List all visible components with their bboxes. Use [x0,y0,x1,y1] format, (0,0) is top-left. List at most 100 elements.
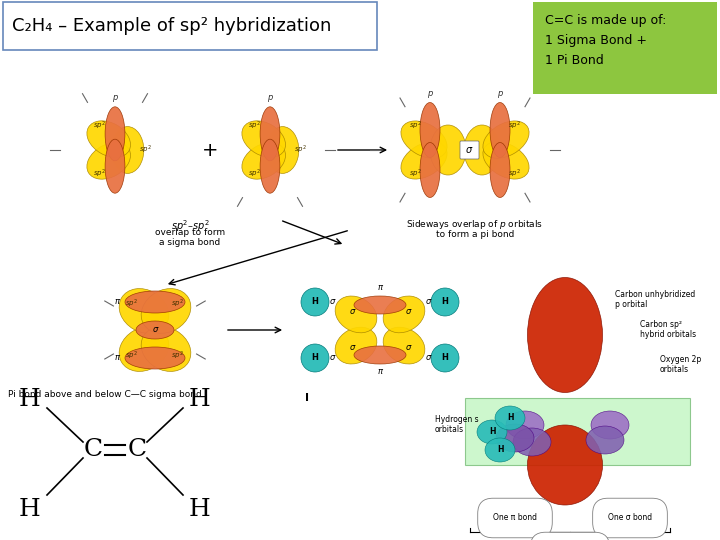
Text: Oxygen 2p
orbitals: Oxygen 2p orbitals [660,355,701,374]
Text: σ: σ [405,307,410,316]
Text: $sp^2$: $sp^2$ [139,144,152,156]
Text: σ: σ [349,343,355,353]
Text: H: H [19,498,41,522]
Text: $sp^2$: $sp^2$ [248,120,261,132]
Ellipse shape [431,344,459,372]
Ellipse shape [112,126,144,173]
Text: C: C [127,438,147,462]
FancyBboxPatch shape [460,141,479,159]
Text: $sp^2$: $sp^2$ [125,350,138,362]
Text: $p$: $p$ [266,93,274,104]
Ellipse shape [464,125,500,175]
Text: σ: σ [426,298,431,307]
Text: $p$: $p$ [426,89,433,100]
Ellipse shape [301,344,329,372]
Text: σ: σ [405,343,410,353]
Text: $sp^2$: $sp^2$ [248,168,261,180]
Ellipse shape [490,103,510,158]
Text: $sp^2$: $sp^2$ [508,168,521,180]
Text: H: H [489,428,495,436]
Ellipse shape [136,321,174,339]
Text: $sp^2$: $sp^2$ [409,168,422,180]
Ellipse shape [260,139,280,193]
Ellipse shape [506,411,544,439]
Text: H: H [312,298,318,307]
Text: σ: σ [329,298,335,307]
Text: H: H [497,446,503,455]
Text: σ: σ [153,326,158,334]
Text: $sp^2$: $sp^2$ [94,168,107,180]
Text: $sp^2$: $sp^2$ [508,119,521,132]
Text: H: H [312,354,318,362]
Ellipse shape [105,139,125,193]
Text: H: H [441,354,449,362]
Ellipse shape [266,126,299,173]
Ellipse shape [119,327,169,372]
Text: Pi bond above and below C—C sigma bond: Pi bond above and below C—C sigma bond [8,390,202,399]
Text: π: π [377,284,382,293]
Ellipse shape [301,288,329,316]
Text: One σ bond: One σ bond [608,514,652,523]
Ellipse shape [141,327,191,372]
Text: +: + [202,140,218,159]
Text: Carbon unhybridized
p orbital: Carbon unhybridized p orbital [615,290,696,309]
Text: σ: σ [466,145,472,155]
Ellipse shape [242,143,286,179]
Ellipse shape [119,288,169,333]
Ellipse shape [420,143,440,198]
Text: H: H [19,388,41,411]
Ellipse shape [401,121,447,158]
Text: a sigma bond: a sigma bond [159,238,220,247]
Ellipse shape [490,143,510,198]
Ellipse shape [383,296,425,333]
Text: Hydrogen s
orbitals: Hydrogen s orbitals [435,415,479,434]
Text: I: I [305,393,309,403]
Text: $sp^2$: $sp^2$ [171,350,184,362]
Text: H: H [189,498,211,522]
Text: One π bond: One π bond [493,514,537,523]
Ellipse shape [591,411,629,439]
Ellipse shape [260,107,280,161]
Text: $sp^2$: $sp^2$ [294,144,307,156]
Ellipse shape [528,278,603,393]
Ellipse shape [431,288,459,316]
Text: H: H [507,414,513,422]
Ellipse shape [141,288,191,333]
Ellipse shape [335,296,377,333]
Text: π: π [377,368,382,376]
Text: C₂H₄ – Example of sp² hybridization: C₂H₄ – Example of sp² hybridization [12,17,331,35]
Text: σ: σ [349,307,355,316]
Ellipse shape [477,420,507,444]
Ellipse shape [125,347,185,369]
Ellipse shape [242,121,286,157]
Ellipse shape [483,141,529,179]
Ellipse shape [496,424,534,452]
Ellipse shape [485,438,515,462]
Ellipse shape [483,121,529,158]
Ellipse shape [335,327,377,364]
Ellipse shape [354,296,406,314]
Text: $sp^2$: $sp^2$ [171,298,184,310]
Text: π: π [114,298,120,307]
Ellipse shape [528,425,603,505]
Ellipse shape [495,406,525,430]
Text: H: H [441,298,449,307]
Ellipse shape [125,291,185,313]
Ellipse shape [383,327,425,364]
Polygon shape [465,398,690,465]
Ellipse shape [354,346,406,364]
Text: $sp^2$: $sp^2$ [94,120,107,132]
Text: H: H [189,388,211,411]
Text: C=C is made up of:
1 Sigma Bond +
1 Pi Bond: C=C is made up of: 1 Sigma Bond + 1 Pi B… [545,14,667,67]
Text: $sp^2$: $sp^2$ [409,119,422,132]
Text: $sp^2$: $sp^2$ [125,298,138,310]
Ellipse shape [87,121,130,157]
Ellipse shape [513,428,551,456]
Text: C: C [84,438,102,462]
FancyBboxPatch shape [3,2,377,50]
Text: σ: σ [426,354,431,362]
Text: Sideways overlap of $p$ orbitals: Sideways overlap of $p$ orbitals [406,218,544,231]
Ellipse shape [586,426,624,454]
Text: overlap to form: overlap to form [155,228,225,237]
Text: $p$: $p$ [112,93,119,104]
